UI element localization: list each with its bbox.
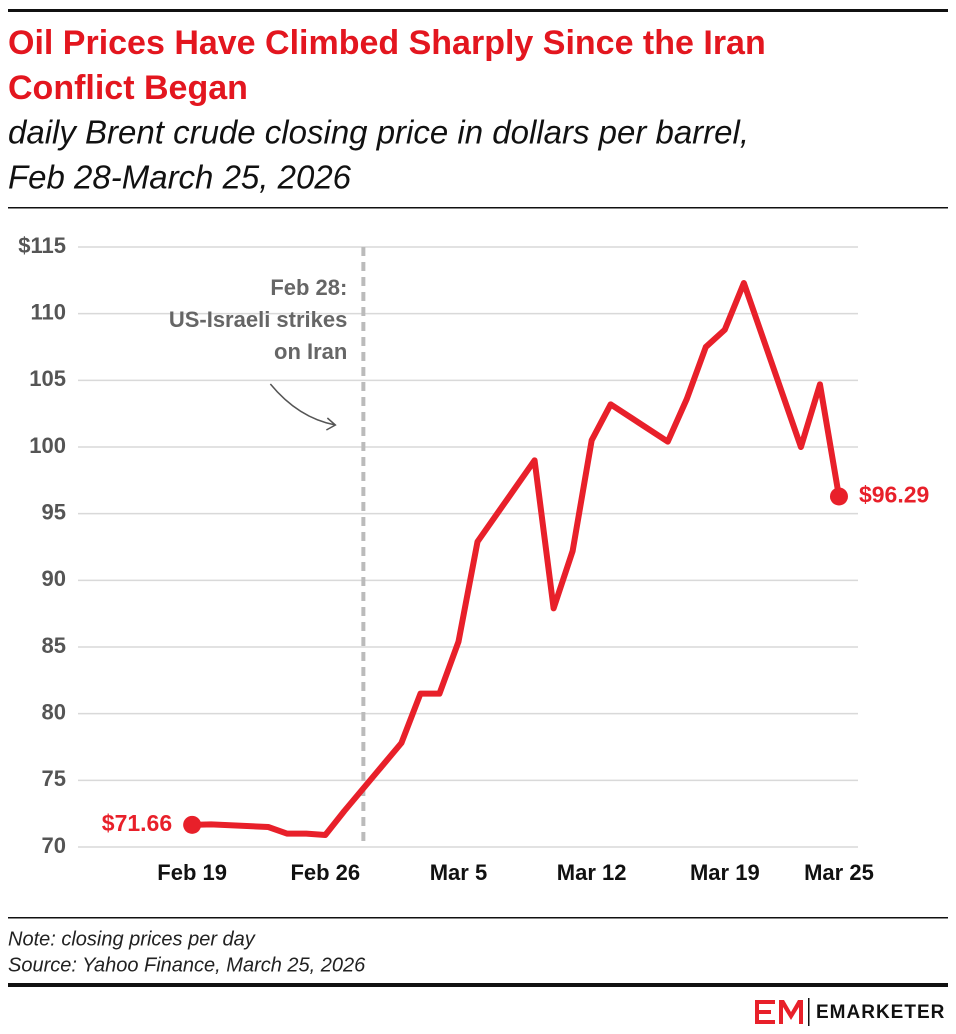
y-tick-label: 110: [31, 299, 67, 324]
x-tick-label: Mar 12: [557, 860, 627, 885]
chart-subtitle: Feb 28-March 25, 2026: [8, 159, 352, 196]
y-tick-label: 75: [42, 766, 66, 791]
chart-title: Conflict Began: [8, 69, 248, 107]
rule: [8, 207, 948, 209]
chart-subtitle: daily Brent crude closing price in dolla…: [8, 114, 749, 151]
value-label: $96.29: [859, 482, 929, 508]
end-point: [829, 487, 848, 506]
brand-logo: [755, 1000, 803, 1024]
y-tick-label: 105: [29, 366, 66, 391]
y-tick-label: 95: [42, 499, 66, 524]
source: Source: Yahoo Finance, March 25, 2026: [8, 954, 366, 976]
titles: Oil Prices Have Climbed Sharply Since th…: [8, 24, 766, 196]
value-label: $71.66: [102, 810, 172, 836]
annotation-arrowhead: [326, 417, 337, 431]
x-tick-label: Feb 19: [157, 860, 227, 885]
end-point: [183, 815, 202, 834]
annotation: Feb 28:: [270, 275, 347, 300]
x-tick-label: Mar 25: [804, 860, 874, 885]
plot: 70 75 80 85 90 95 100 105 110 $115 Feb 19 Feb 26 Mar…: [18, 233, 929, 885]
annotation-arrow: [269, 383, 336, 426]
annotation: US-Israeli strikes: [169, 307, 348, 332]
y-tick-label: 85: [42, 633, 66, 658]
x-tick-label: Mar 19: [690, 860, 760, 885]
y-tick-label: 90: [42, 566, 66, 591]
price-line: [189, 280, 842, 838]
bottom-rule: [8, 983, 948, 987]
top-rule: [8, 9, 948, 12]
y-tick-label: $115: [18, 233, 66, 258]
note: Note: closing prices per day: [8, 928, 256, 950]
y-tick-label: 70: [42, 833, 66, 858]
x-tick-label: Feb 26: [290, 860, 360, 885]
chart-title: Oil Prices Have Climbed Sharply Since th…: [8, 24, 766, 62]
rule: [8, 917, 948, 919]
brand-divider: [808, 998, 810, 1026]
brand: EMARKETER: [816, 1002, 945, 1023]
annotation: on Iran: [274, 339, 347, 364]
y-tick-label: 100: [29, 433, 66, 458]
x-tick-label: Mar 5: [430, 860, 487, 885]
y-tick-label: 80: [42, 699, 66, 724]
